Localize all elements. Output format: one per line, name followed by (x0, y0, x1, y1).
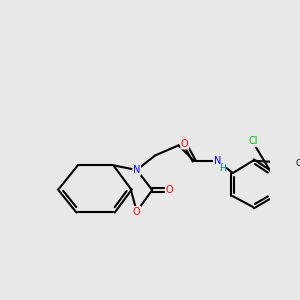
Text: O: O (165, 185, 173, 195)
Text: N: N (133, 165, 140, 175)
Text: Cl: Cl (248, 136, 258, 146)
Text: O: O (181, 139, 189, 149)
Text: O: O (133, 207, 140, 217)
Text: H: H (219, 164, 226, 173)
Text: CH₃: CH₃ (296, 158, 300, 167)
Text: N: N (214, 156, 221, 166)
